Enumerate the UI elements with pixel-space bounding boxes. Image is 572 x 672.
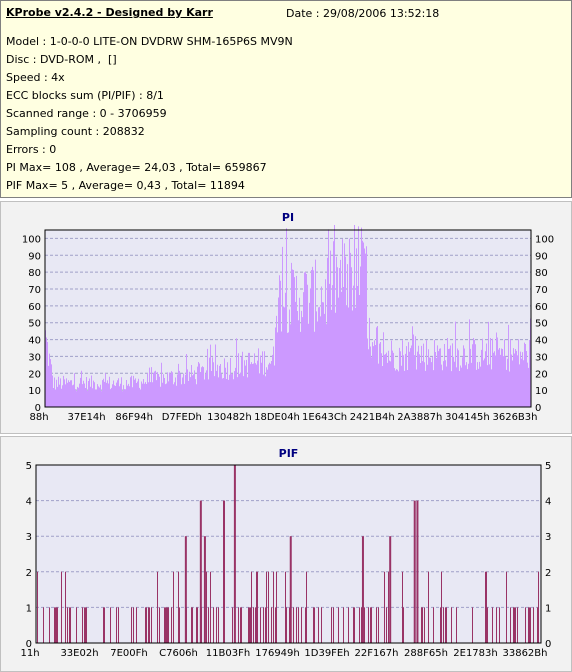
y-tick-label-left: 4 [26, 497, 32, 508]
y-tick-label-left: 70 [28, 285, 41, 296]
range-line: Scanned range : 0 - 3706959 [6, 107, 167, 120]
y-tick-label-left: 2 [26, 568, 32, 579]
x-tick-label: 18DE04h [254, 412, 300, 423]
pif-peak [199, 500, 202, 643]
chart-title: PI [282, 211, 294, 224]
y-tick-label-right: 30 [535, 352, 548, 363]
x-tick-label: 3626B3h [492, 412, 537, 423]
pif-peak [222, 500, 225, 643]
x-tick-label: 288F65h [404, 648, 448, 659]
pif-chart: PIF 0 0 1 1 2 2 3 3 4 4 5 5 11h 33E02h 7E00Fh C7606h 11B0… [20, 447, 551, 659]
x-tick-label: 1E643Ch [302, 412, 347, 423]
plot-frame [44, 229, 532, 408]
y-tick-label-left: 60 [28, 302, 41, 313]
pif-peak [184, 536, 187, 643]
y-tick-label-right: 4 [545, 497, 551, 508]
x-tick-label: 33E02h [60, 648, 98, 659]
y-tick-label-right: 0 [545, 639, 551, 650]
ecc-line: ECC blocks sum (PI/PIF) : 8/1 [6, 89, 164, 102]
pif-peak [361, 536, 364, 643]
pif-peak [233, 465, 236, 643]
info-panel: KProbe v2.4.2 - Designed by Karr Date : … [0, 0, 572, 198]
y-tick-label-right: 20 [535, 369, 548, 380]
x-tick-label: 88h [29, 412, 48, 423]
pif-peak [413, 500, 416, 643]
y-tick-label-left: 30 [28, 352, 41, 363]
y-tick-label-right: 90 [535, 251, 548, 262]
x-tick-label: 176949h [255, 648, 300, 659]
x-tick-label: 37E14h [68, 412, 106, 423]
x-tick-label: 7E00Fh [110, 648, 148, 659]
app-title: KProbe v2.4.2 - Designed by Karr [6, 6, 213, 19]
errors-line: Errors : 0 [6, 143, 57, 156]
plot-area [35, 464, 542, 644]
y-tick-label-right: 40 [535, 336, 548, 347]
y-tick-label-left: 20 [28, 369, 41, 380]
y-tick-label-right: 10 [535, 386, 548, 397]
y-tick-label-right: 0 [535, 403, 541, 414]
y-tick-label-left: 0 [26, 639, 32, 650]
x-tick-label: 22F167h [355, 648, 399, 659]
speed-line: Speed : 4x [6, 71, 65, 84]
chart-title: PIF [279, 447, 299, 460]
y-tick-label-right: 2 [545, 568, 551, 579]
sampling-line: Sampling count : 208832 [6, 125, 145, 138]
x-tick-label: C7606h [159, 648, 198, 659]
x-tick-label: 11B03Fh [206, 648, 250, 659]
y-tick-label-right: 1 [545, 603, 551, 614]
pi-stats-line: PI Max= 108 , Average= 24,03 , Total= 65… [6, 161, 267, 174]
y-tick-label-left: 10 [28, 386, 41, 397]
x-tick-label: 304145h [445, 412, 490, 423]
y-tick-label-left: 100 [22, 234, 41, 245]
x-tick-label: 2A3887h [397, 412, 442, 423]
pif-peak [289, 536, 292, 643]
x-tick-label: D7FEDh [162, 412, 202, 423]
x-tick-label: 86F94h [115, 412, 153, 423]
y-tick-label-left: 1 [26, 603, 32, 614]
y-tick-label-left: 50 [28, 319, 41, 330]
y-tick-label-left: 90 [28, 251, 41, 262]
y-tick-label-right: 5 [545, 461, 551, 472]
x-tick-label: 2E1783h [453, 648, 497, 659]
y-tick-label-left: 40 [28, 336, 41, 347]
pif-peak [416, 500, 419, 643]
y-tick-label-right: 50 [535, 319, 548, 330]
pi-chart: PI 0 0 10 10 20 20 30 30 40 40 50 50 60 60 70 70 80 80 90 90… [22, 211, 554, 423]
plot-frame [35, 464, 542, 644]
y-tick-label-left: 3 [26, 532, 32, 543]
disc-line: Disc : DVD-ROM , [] [6, 53, 117, 66]
y-tick-label-left: 80 [28, 268, 41, 279]
pif-chart-panel: PIF 0 0 1 1 2 2 3 3 4 4 5 5 11h 33E02h 7E00Fh C7606h 11B0… [0, 436, 572, 672]
y-tick-label-right: 3 [545, 532, 551, 543]
x-tick-label: 33862Bh [502, 648, 547, 659]
x-tick-label: 2421B4h [350, 412, 395, 423]
pi-chart-panel: PI 0 0 10 10 20 20 30 30 40 40 50 50 60 60 70 70 80 80 90 90… [0, 201, 572, 434]
model-line: Model : 1-0-0-0 LITE-ON DVDRW SHM-165P6S… [6, 35, 293, 48]
scan-date: Date : 29/08/2006 13:52:18 [286, 7, 440, 20]
pif-peak [389, 536, 392, 643]
y-tick-label-left: 0 [35, 403, 41, 414]
pif-stats-line: PIF Max= 5 , Average= 0,43 , Total= 1189… [6, 179, 245, 192]
pif-peak [203, 536, 206, 643]
y-tick-label-right: 100 [535, 234, 554, 245]
y-tick-label-left: 5 [26, 461, 32, 472]
x-tick-label: 1D39FEh [304, 648, 349, 659]
y-tick-label-right: 60 [535, 302, 548, 313]
y-tick-label-right: 80 [535, 268, 548, 279]
x-tick-label: 11h [20, 648, 39, 659]
x-tick-label: 130482h [207, 412, 252, 423]
y-tick-label-right: 70 [535, 285, 548, 296]
